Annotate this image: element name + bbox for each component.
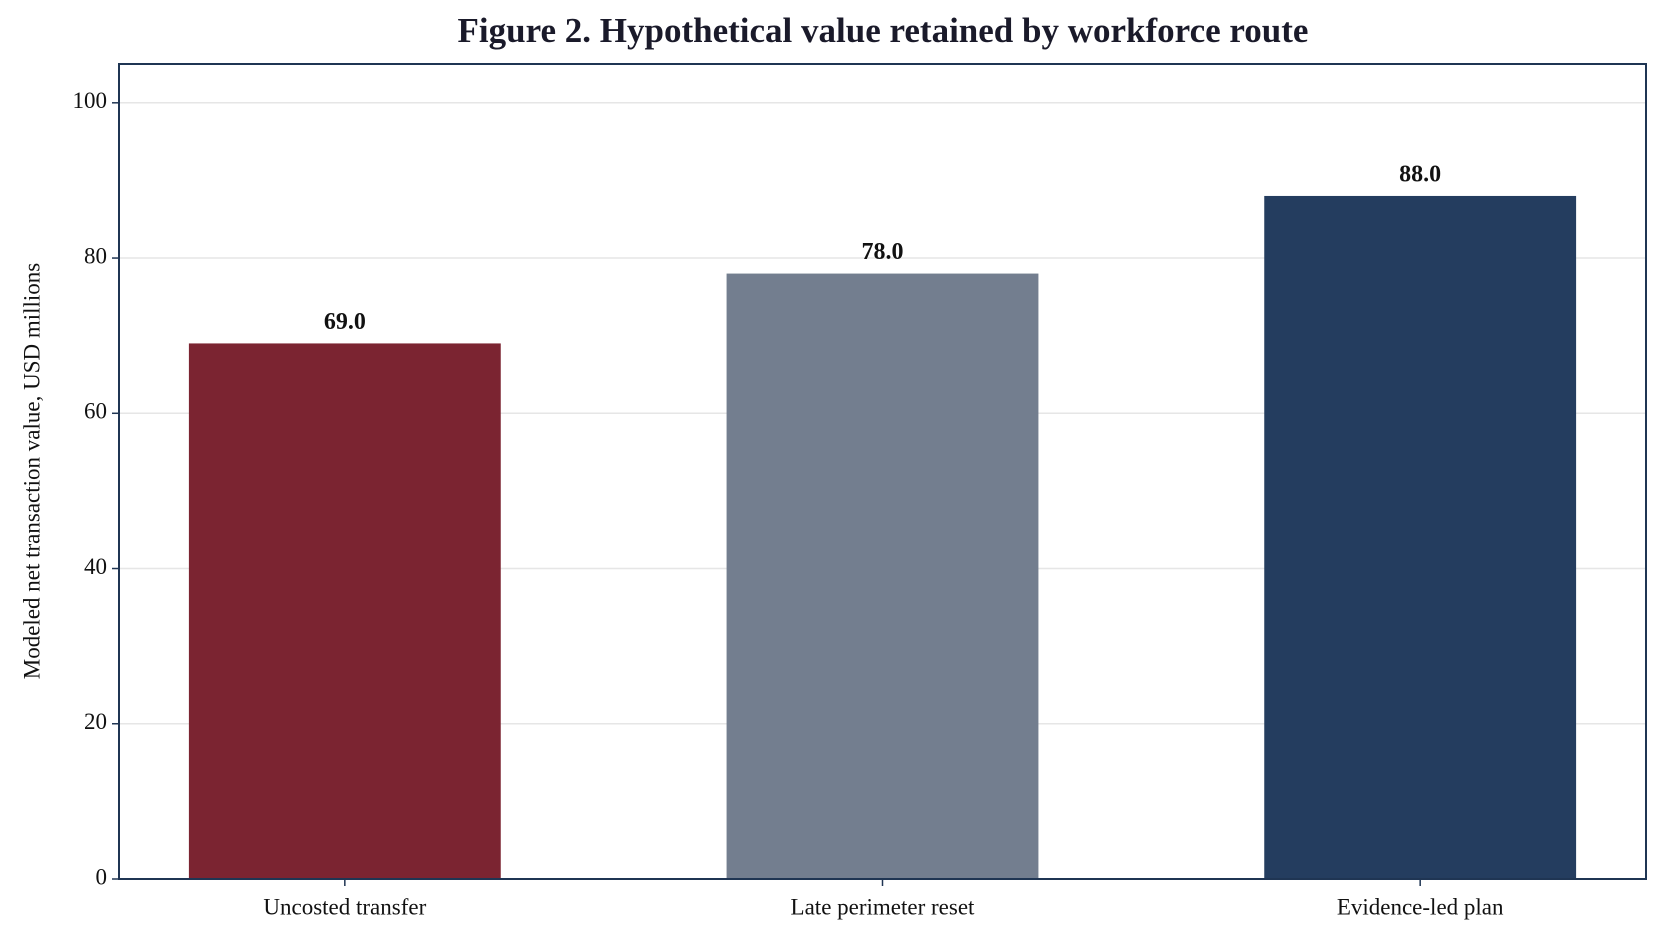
x-tick-label: Evidence-led plan [1337,894,1504,919]
x-tick-label: Uncosted transfer [263,894,426,919]
y-axis-label: Modeled net transaction value, USD milli… [19,263,44,680]
y-tick-label: 40 [84,554,107,579]
bar [1264,195,1577,879]
bar [726,273,1039,880]
y-tick-label: 0 [96,864,108,889]
y-tick-label: 20 [84,709,107,734]
value-label: 69.0 [324,309,366,335]
chart-title: Figure 2. Hypothetical value retained by… [458,11,1309,50]
y-tick-label: 60 [84,399,107,424]
bar [188,343,501,879]
x-tick-label: Late perimeter reset [791,894,975,919]
value-label: 78.0 [862,239,904,265]
plot-frame [118,63,1647,880]
y-tick-label: 100 [73,88,108,113]
value-label: 88.0 [1399,161,1441,187]
y-tick-label: 80 [84,243,107,268]
